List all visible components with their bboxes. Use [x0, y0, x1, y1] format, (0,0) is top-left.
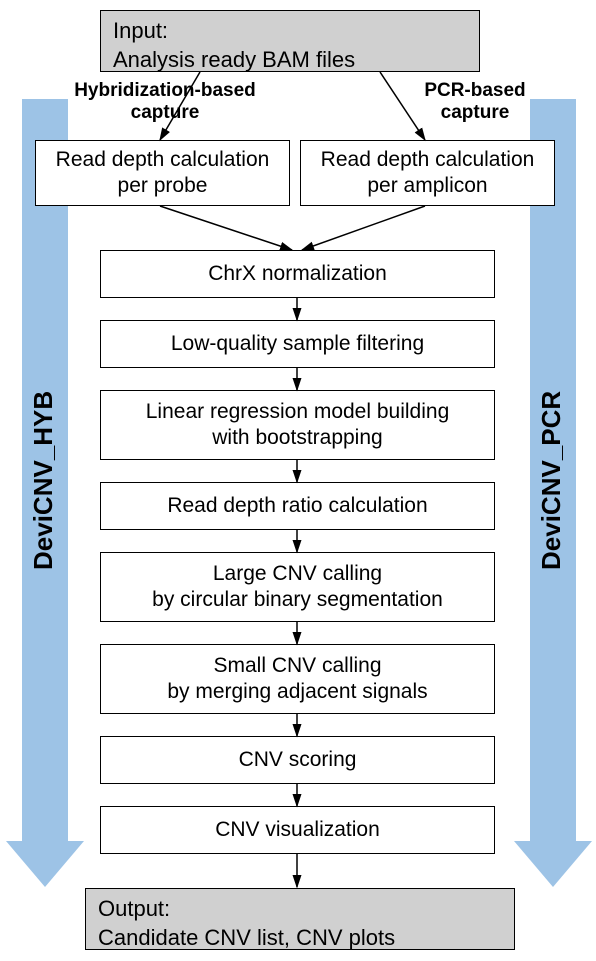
pipeline-step-1: Low-quality sample filtering — [100, 320, 495, 368]
branch-right-line2: capture — [400, 102, 550, 124]
pipeline-step-6: CNV scoring — [100, 736, 495, 784]
input-box: Input: Analysis ready BAM files — [100, 10, 480, 72]
branch-label-left: Hybridization-based capture — [55, 80, 275, 124]
branch-right-line1: PCR-based — [400, 80, 550, 102]
branch-left-line1: Hybridization-based — [55, 80, 275, 102]
pipeline-step-5-line-0: Small CNV calling — [213, 653, 381, 679]
pipeline-step-6-line-0: CNV scoring — [239, 747, 357, 773]
output-line1: Output: — [98, 895, 502, 924]
output-box: Output: Candidate CNV list, CNV plots — [85, 888, 515, 950]
output-line2: Candidate CNV list, CNV plots — [98, 924, 502, 953]
pipeline-step-4-line-1: by circular binary segmentation — [152, 587, 443, 613]
input-line2: Analysis ready BAM files — [113, 46, 467, 75]
read-depth-probe-line2: per probe — [118, 173, 208, 199]
pipeline-step-7-line-0: CNV visualization — [215, 817, 380, 843]
branch-left-line2: capture — [55, 102, 275, 124]
flowchart-container: DeviCNV_HYB DeviCNV_PCR Input: Analysis … — [0, 0, 596, 961]
read-depth-probe-line1: Read depth calculation — [56, 147, 270, 173]
read-depth-amplicon-line1: Read depth calculation — [321, 147, 535, 173]
branch-label-right: PCR-based capture — [400, 80, 550, 124]
pipeline-step-4-line-0: Large CNV calling — [213, 561, 382, 587]
read-depth-amplicon-box: Read depth calculation per amplicon — [300, 140, 555, 206]
pipeline-step-0-line-0: ChrX normalization — [208, 261, 387, 287]
pipeline-step-2-line-1: with bootstrapping — [212, 425, 382, 451]
pipeline-step-1-line-0: Low-quality sample filtering — [171, 331, 424, 357]
pipeline-step-0: ChrX normalization — [100, 250, 495, 298]
pipeline-step-3-line-0: Read depth ratio calculation — [167, 493, 427, 519]
big-arrow-label-left: DeviCNV_HYB — [28, 360, 59, 600]
read-depth-amplicon-line2: per amplicon — [367, 173, 487, 199]
pipeline-step-3: Read depth ratio calculation — [100, 482, 495, 530]
pipeline-step-2: Linear regression model buildingwith boo… — [100, 390, 495, 460]
pipeline-step-7: CNV visualization — [100, 806, 495, 854]
pipeline-step-5-line-1: by merging adjacent signals — [167, 679, 427, 705]
pipeline-step-4: Large CNV callingby circular binary segm… — [100, 552, 495, 622]
pipeline-step-5: Small CNV callingby merging adjacent sig… — [100, 644, 495, 714]
read-depth-probe-box: Read depth calculation per probe — [35, 140, 290, 206]
pipeline-step-2-line-0: Linear regression model building — [146, 399, 450, 425]
input-line1: Input: — [113, 17, 467, 46]
big-arrow-label-right: DeviCNV_PCR — [536, 360, 567, 600]
